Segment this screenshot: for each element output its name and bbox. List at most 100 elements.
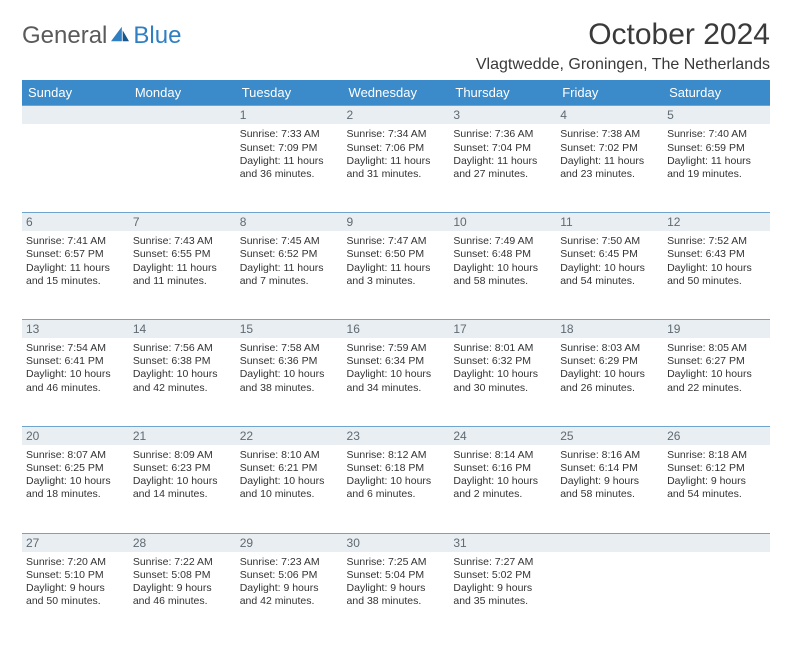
sunrise-text: Sunrise: 8:09 AM [133,449,232,462]
day-number: 24 [449,426,556,445]
sunset-text: Sunset: 6:23 PM [133,462,232,475]
sunset-text: Sunset: 7:09 PM [240,142,339,155]
day-number: 8 [236,212,343,231]
weekday-header: Wednesday [343,80,450,106]
day-number: 16 [343,319,450,338]
day1-text: Daylight: 10 hours [133,368,232,381]
sunrise-text: Sunrise: 7:49 AM [453,235,552,248]
day-number: 19 [663,319,770,338]
day-cell: Sunrise: 8:05 AMSunset: 6:27 PMDaylight:… [663,338,770,426]
weekday-header: Monday [129,80,236,106]
day-cell: Sunrise: 7:40 AMSunset: 6:59 PMDaylight:… [663,124,770,212]
sunset-text: Sunset: 6:57 PM [26,248,125,261]
day1-text: Daylight: 9 hours [347,582,446,595]
sunset-text: Sunset: 6:32 PM [453,355,552,368]
weekday-header-row: Sunday Monday Tuesday Wednesday Thursday… [22,80,770,106]
sunset-text: Sunset: 6:34 PM [347,355,446,368]
sunrise-text: Sunrise: 7:22 AM [133,556,232,569]
day2-text: and 31 minutes. [347,168,446,181]
sunset-text: Sunset: 5:02 PM [453,569,552,582]
day2-text: and 30 minutes. [453,382,552,395]
day2-text: and 46 minutes. [26,382,125,395]
day2-text: and 34 minutes. [347,382,446,395]
day2-text: and 54 minutes. [667,488,766,501]
sunset-text: Sunset: 6:36 PM [240,355,339,368]
day-number [22,106,129,125]
day2-text: and 38 minutes. [240,382,339,395]
day-number [556,533,663,552]
sunrise-text: Sunrise: 7:41 AM [26,235,125,248]
day-number: 2 [343,106,450,125]
sunset-text: Sunset: 7:04 PM [453,142,552,155]
day-number: 7 [129,212,236,231]
day2-text: and 10 minutes. [240,488,339,501]
day2-text: and 3 minutes. [347,275,446,288]
day2-text: and 23 minutes. [560,168,659,181]
day-cell: Sunrise: 7:56 AMSunset: 6:38 PMDaylight:… [129,338,236,426]
day-number-row: 2728293031 [22,533,770,552]
day2-text: and 6 minutes. [347,488,446,501]
day-cell: Sunrise: 7:47 AMSunset: 6:50 PMDaylight:… [343,231,450,319]
calendar-table: Sunday Monday Tuesday Wednesday Thursday… [22,80,770,640]
sunrise-text: Sunrise: 7:33 AM [240,128,339,141]
sunrise-text: Sunrise: 7:45 AM [240,235,339,248]
weekday-header: Friday [556,80,663,106]
day2-text: and 7 minutes. [240,275,339,288]
day-cell [663,552,770,640]
sunset-text: Sunset: 6:29 PM [560,355,659,368]
sunset-text: Sunset: 6:25 PM [26,462,125,475]
day1-text: Daylight: 10 hours [26,368,125,381]
day2-text: and 46 minutes. [133,595,232,608]
day2-text: and 50 minutes. [26,595,125,608]
day-cell: Sunrise: 8:03 AMSunset: 6:29 PMDaylight:… [556,338,663,426]
day-cell [556,552,663,640]
sunset-text: Sunset: 5:06 PM [240,569,339,582]
day1-text: Daylight: 10 hours [560,262,659,275]
day-number-row: 6789101112 [22,212,770,231]
day1-text: Daylight: 11 hours [667,155,766,168]
calendar-page: General Blue October 2024 Vlagtwedde, Gr… [0,0,792,650]
day-number: 5 [663,106,770,125]
day-cell: Sunrise: 8:18 AMSunset: 6:12 PMDaylight:… [663,445,770,533]
day1-text: Daylight: 10 hours [26,475,125,488]
day2-text: and 14 minutes. [133,488,232,501]
day1-text: Daylight: 10 hours [347,475,446,488]
week-row: Sunrise: 7:41 AMSunset: 6:57 PMDaylight:… [22,231,770,319]
sunrise-text: Sunrise: 7:38 AM [560,128,659,141]
day1-text: Daylight: 10 hours [667,368,766,381]
sunrise-text: Sunrise: 7:40 AM [667,128,766,141]
day-number: 31 [449,533,556,552]
day-cell: Sunrise: 8:14 AMSunset: 6:16 PMDaylight:… [449,445,556,533]
logo-text-1: General [22,22,107,50]
sunset-text: Sunset: 6:27 PM [667,355,766,368]
day-cell: Sunrise: 7:23 AMSunset: 5:06 PMDaylight:… [236,552,343,640]
day1-text: Daylight: 9 hours [667,475,766,488]
day2-text: and 38 minutes. [347,595,446,608]
day1-text: Daylight: 10 hours [133,475,232,488]
sunset-text: Sunset: 6:45 PM [560,248,659,261]
day-number: 27 [22,533,129,552]
sunrise-text: Sunrise: 8:12 AM [347,449,446,462]
sunrise-text: Sunrise: 7:54 AM [26,342,125,355]
sunset-text: Sunset: 6:55 PM [133,248,232,261]
day-number: 1 [236,106,343,125]
day2-text: and 50 minutes. [667,275,766,288]
day1-text: Daylight: 11 hours [133,262,232,275]
day-cell: Sunrise: 7:43 AMSunset: 6:55 PMDaylight:… [129,231,236,319]
sunset-text: Sunset: 6:14 PM [560,462,659,475]
day-number: 15 [236,319,343,338]
day1-text: Daylight: 11 hours [26,262,125,275]
day1-text: Daylight: 10 hours [560,368,659,381]
day-cell: Sunrise: 8:07 AMSunset: 6:25 PMDaylight:… [22,445,129,533]
day1-text: Daylight: 9 hours [26,582,125,595]
sunset-text: Sunset: 5:08 PM [133,569,232,582]
day-cell: Sunrise: 7:34 AMSunset: 7:06 PMDaylight:… [343,124,450,212]
sunrise-text: Sunrise: 7:20 AM [26,556,125,569]
sunrise-text: Sunrise: 7:47 AM [347,235,446,248]
day2-text: and 19 minutes. [667,168,766,181]
day-cell: Sunrise: 7:36 AMSunset: 7:04 PMDaylight:… [449,124,556,212]
sunset-text: Sunset: 6:38 PM [133,355,232,368]
day-number [129,106,236,125]
sunset-text: Sunset: 7:06 PM [347,142,446,155]
day2-text: and 2 minutes. [453,488,552,501]
